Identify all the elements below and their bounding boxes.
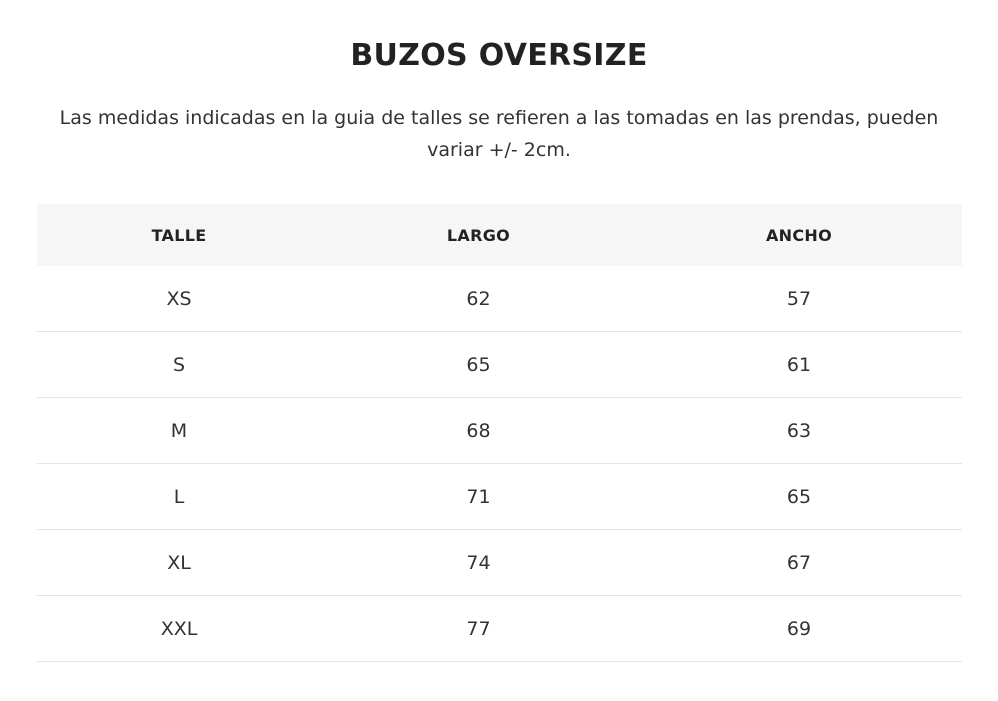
column-header-talle: TALLE [151, 225, 207, 245]
table-header: TALLE LARGO ANCHO [37, 204, 962, 266]
cell-ancho: 61 [636, 331, 962, 398]
cell-talle: M [37, 397, 321, 464]
cell-ancho: 65 [636, 463, 962, 530]
cell-largo: 65 [321, 331, 636, 398]
table-body: XS 62 57 S 65 61 M 68 63 L 71 65 XL 74 6… [37, 266, 962, 662]
cell-largo: 68 [321, 397, 636, 464]
column-header-largo: LARGO [446, 225, 511, 245]
cell-ancho: 67 [636, 529, 962, 596]
cell-talle: XL [37, 529, 321, 596]
cell-talle: L [37, 463, 321, 530]
cell-talle: XXL [37, 595, 321, 662]
cell-ancho: 69 [636, 595, 962, 662]
table-row: M 68 63 [37, 397, 962, 464]
cell-talle: XS [37, 266, 321, 332]
table-row: XXL 77 69 [37, 595, 962, 662]
cell-largo: 62 [321, 266, 636, 332]
cell-largo: 71 [321, 463, 636, 530]
cell-largo: 74 [321, 529, 636, 596]
table-row: XS 62 57 [37, 266, 962, 332]
cell-largo: 77 [321, 595, 636, 662]
table-row: XL 74 67 [37, 529, 962, 596]
cell-talle: S [37, 331, 321, 398]
table-row: L 71 65 [37, 463, 962, 530]
cell-ancho: 63 [636, 397, 962, 464]
size-chart-table: TALLE LARGO ANCHO XS 62 57 S 65 61 M 68 … [37, 204, 962, 662]
size-guide-description: Las medidas indicadas en la guia de tall… [59, 107, 939, 161]
column-header-ancho: ANCHO [765, 225, 832, 245]
page-title: BUZOS OVERSIZE [350, 38, 648, 73]
table-row: S 65 61 [37, 331, 962, 398]
cell-ancho: 57 [636, 266, 962, 332]
table-header-row: TALLE LARGO ANCHO [37, 204, 962, 266]
